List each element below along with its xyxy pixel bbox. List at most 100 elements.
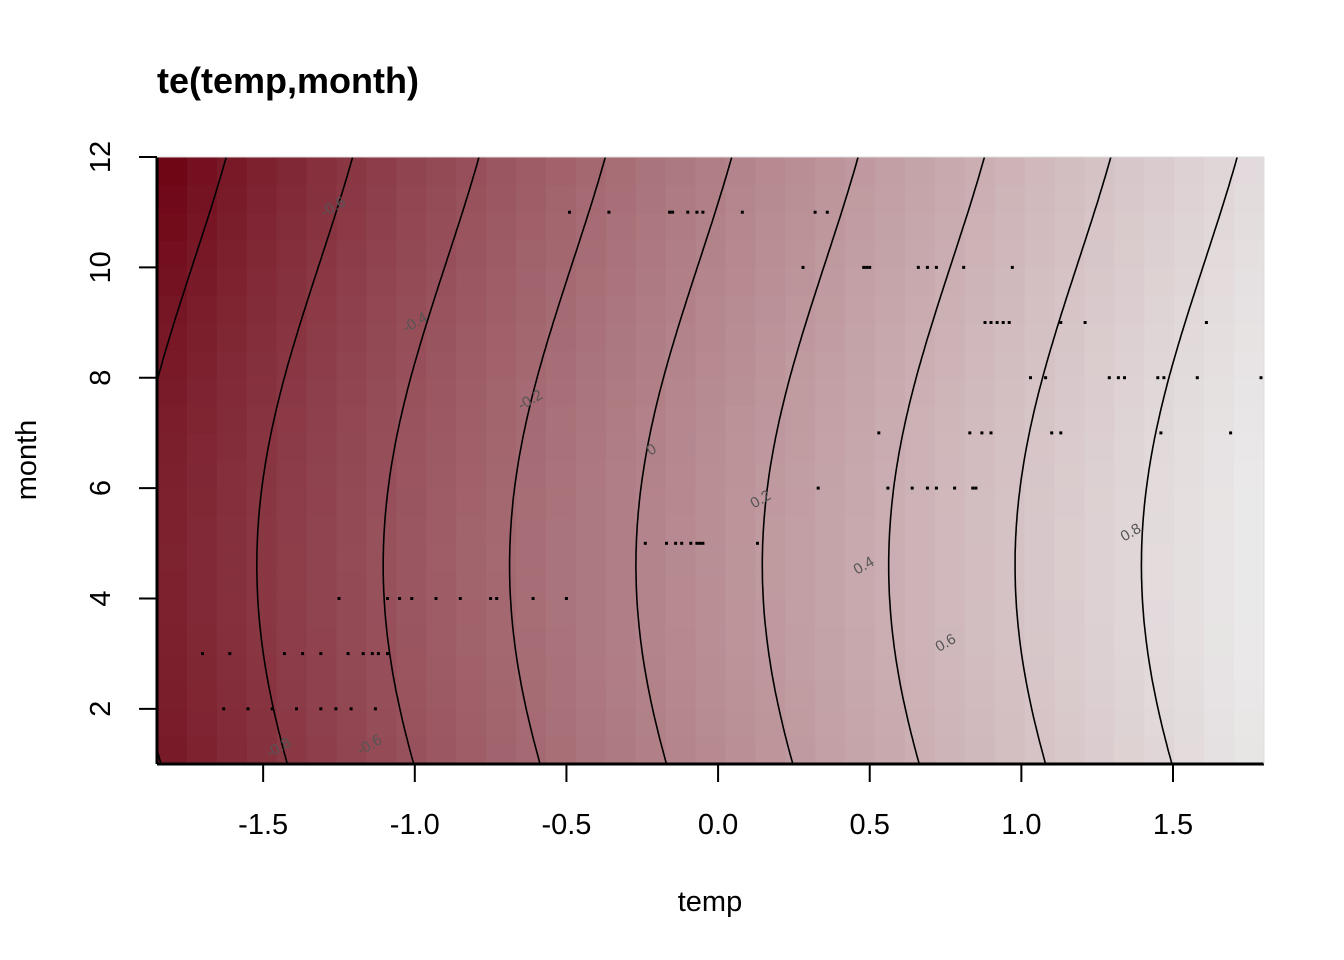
heatmap-cell xyxy=(605,239,637,269)
heatmap-cell xyxy=(1084,626,1116,655)
heatmap-cell xyxy=(904,267,936,296)
heatmap-cell xyxy=(1204,239,1235,269)
heatmap-cell xyxy=(934,212,966,241)
heatmap-cell xyxy=(725,570,757,600)
heatmap-cell xyxy=(695,157,727,186)
heatmap-cell xyxy=(246,405,278,434)
heatmap-cell xyxy=(904,543,936,572)
heatmap-cell xyxy=(1174,653,1205,683)
heatmap-cell xyxy=(486,460,517,489)
axes: -1.5 -1.0 -0.5 0.0 0.5 1.0 1.5 2 4 6 8 10 12 xyxy=(85,141,1265,841)
heatmap-cell xyxy=(336,736,368,764)
heatmap-cell xyxy=(1054,184,1086,213)
data-point xyxy=(458,597,462,600)
data-point xyxy=(376,652,380,656)
heatmap-cell xyxy=(456,488,487,517)
heatmap-cell xyxy=(964,543,996,572)
heatmap-cell xyxy=(1234,157,1264,186)
heatmap-cell xyxy=(486,377,517,407)
heatmap-cell xyxy=(755,322,787,351)
heatmap-cell xyxy=(396,570,428,600)
data-point xyxy=(201,652,204,656)
heatmap-cell xyxy=(1024,598,1056,627)
heatmap-cell xyxy=(725,515,757,545)
heatmap-cell xyxy=(1174,157,1205,186)
heatmap-cell xyxy=(516,294,547,324)
heatmap-cell xyxy=(486,212,517,241)
heatmap-cell xyxy=(904,184,936,213)
heatmap-cell xyxy=(1054,212,1086,241)
heatmap-cell xyxy=(1054,432,1086,462)
heatmap-cell xyxy=(875,460,906,489)
heatmap-cell xyxy=(1234,708,1264,738)
heatmap-cell xyxy=(366,184,398,213)
heatmap-cell xyxy=(1114,653,1146,683)
heatmap-cell xyxy=(785,432,817,462)
heatmap-cell xyxy=(934,460,966,489)
heatmap-cell xyxy=(276,212,308,241)
data-point xyxy=(1259,376,1263,380)
heatmap-cell xyxy=(545,212,577,241)
heatmap-cell xyxy=(665,598,697,627)
heatmap-cell xyxy=(875,653,906,683)
heatmap-cell xyxy=(186,239,218,269)
heatmap-cell xyxy=(276,322,308,351)
heatmap-cell xyxy=(216,322,248,351)
data-point xyxy=(668,210,672,214)
heatmap-cell xyxy=(635,460,667,489)
heatmap-cell xyxy=(276,598,308,627)
heatmap-cell xyxy=(1174,184,1205,213)
heatmap-cell xyxy=(216,377,248,407)
heatmap-cell xyxy=(934,598,966,627)
heatmap-cell xyxy=(1234,184,1264,213)
heatmap-cell xyxy=(964,432,996,462)
data-point xyxy=(434,597,438,600)
heatmap-cell xyxy=(246,294,278,324)
data-point xyxy=(740,210,744,214)
heatmap-cell xyxy=(456,267,487,296)
heatmap-cell xyxy=(1054,157,1086,186)
heatmap-cell xyxy=(665,267,697,296)
heatmap-cell xyxy=(635,570,667,600)
data-point xyxy=(686,210,690,214)
heatmap-cell xyxy=(635,267,667,296)
heatmap-cell xyxy=(1204,322,1235,351)
heatmap-cell xyxy=(456,239,487,269)
heatmap-cell xyxy=(456,294,487,324)
heatmap-cell xyxy=(1024,653,1056,683)
heatmap-cell xyxy=(1174,322,1205,351)
heatmap-cell xyxy=(396,598,428,627)
y-tick-label: 4 xyxy=(85,590,117,606)
heatmap-cell xyxy=(1024,322,1056,351)
heatmap-cell xyxy=(815,377,846,407)
heatmap-cell xyxy=(426,570,457,600)
heatmap-cell xyxy=(1084,681,1116,710)
heatmap-cell xyxy=(456,681,487,710)
heatmap-cell xyxy=(575,184,607,213)
heatmap-cell xyxy=(635,350,667,379)
heatmap-cell xyxy=(396,460,428,489)
heatmap-cell xyxy=(904,653,936,683)
heatmap-cell xyxy=(486,184,517,213)
heatmap-cell xyxy=(306,543,338,572)
heatmap-cell xyxy=(1024,377,1056,407)
heatmap-cell xyxy=(396,377,428,407)
heatmap-cell xyxy=(1204,267,1235,296)
heatmap-cell xyxy=(486,736,517,764)
heatmap-cell xyxy=(336,488,368,517)
heatmap-cell xyxy=(486,239,517,269)
heatmap-cell xyxy=(934,626,966,655)
heatmap-cell xyxy=(845,157,876,186)
heatmap-cell xyxy=(875,157,906,186)
heatmap-cell xyxy=(1204,653,1235,683)
data-point xyxy=(671,210,675,214)
heatmap-cell xyxy=(216,432,248,462)
heatmap-cell xyxy=(755,377,787,407)
heatmap-cell xyxy=(755,184,787,213)
heatmap-cell xyxy=(1174,239,1205,269)
heatmap-cell xyxy=(695,488,727,517)
heatmap-cell xyxy=(1234,543,1264,572)
heatmap-cell xyxy=(605,350,637,379)
heatmap-cell xyxy=(1114,267,1146,296)
